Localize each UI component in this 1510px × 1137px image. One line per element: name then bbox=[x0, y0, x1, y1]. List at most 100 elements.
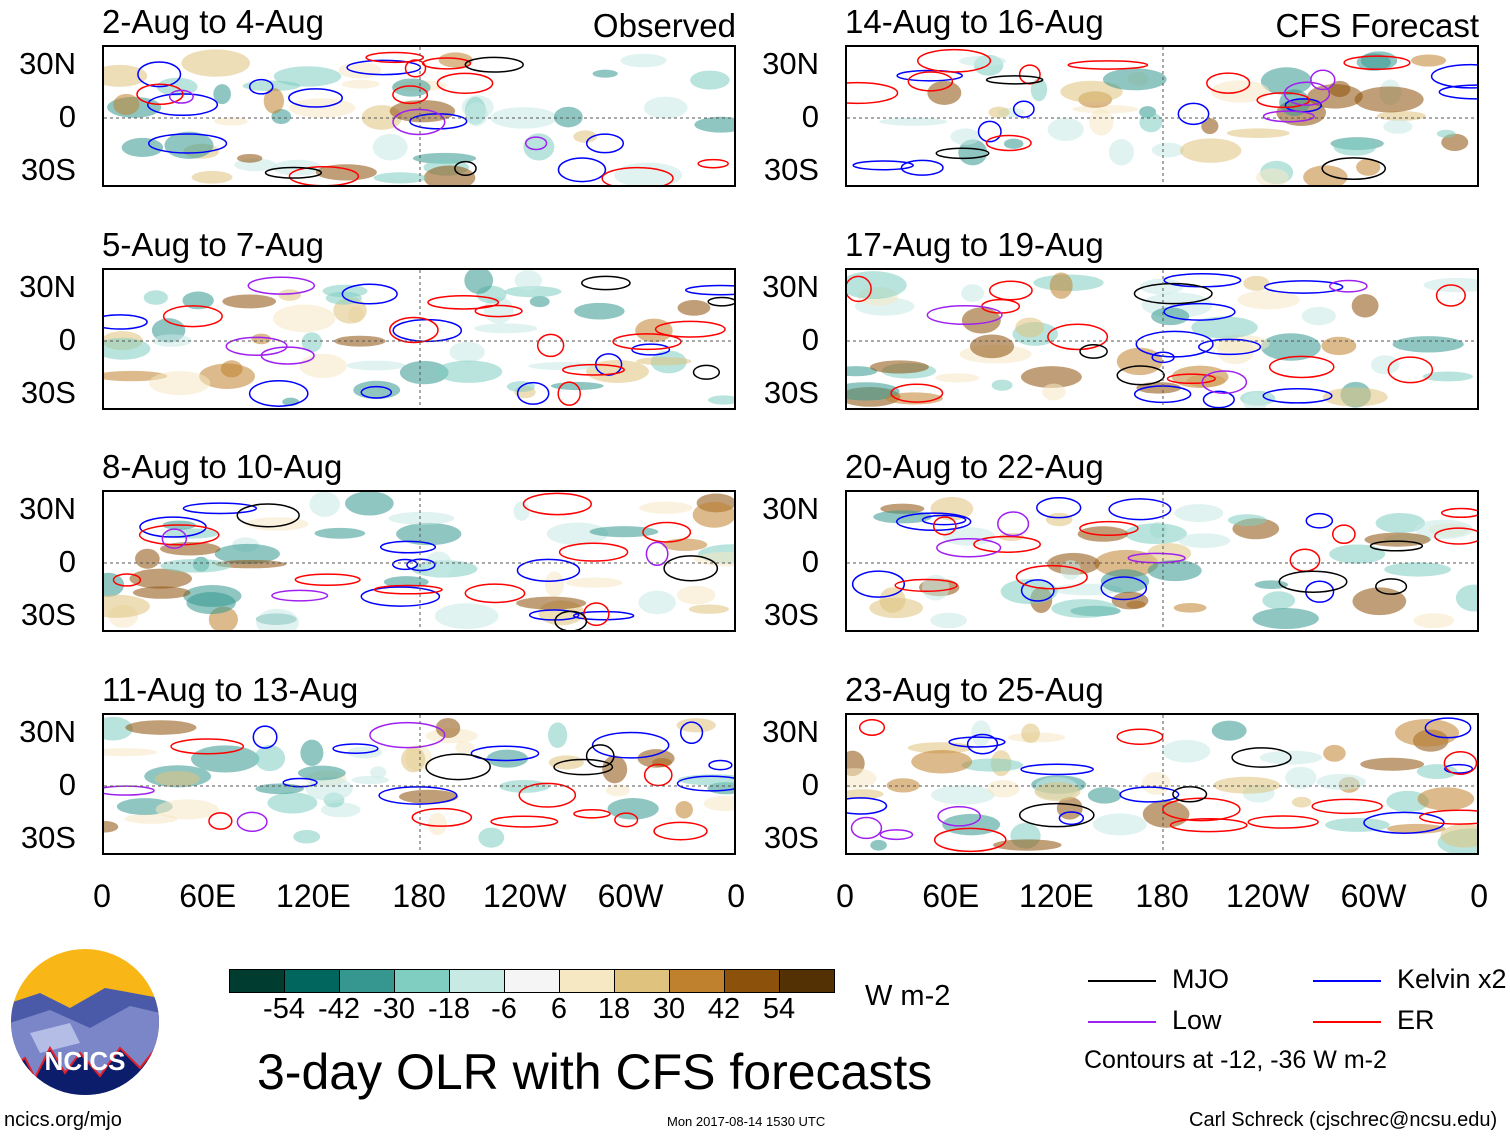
wave-contour bbox=[1047, 323, 1109, 351]
footer-url[interactable]: ncics.org/mjo bbox=[4, 1109, 122, 1131]
olr-anomaly-blob bbox=[504, 286, 562, 298]
olr-anomaly-blob bbox=[1174, 504, 1224, 523]
wave-contour bbox=[522, 492, 592, 516]
wave-contour bbox=[981, 298, 1021, 314]
longitude-label: 60E bbox=[179, 878, 237, 914]
wave-contour bbox=[425, 753, 491, 781]
wave-contour bbox=[707, 296, 734, 307]
wave-contour bbox=[1198, 338, 1262, 356]
wave-contour bbox=[389, 316, 439, 344]
wave-contour bbox=[524, 136, 548, 151]
wave-contour bbox=[516, 381, 550, 405]
olr-anomaly-blob bbox=[1191, 316, 1258, 339]
wave-contour bbox=[932, 516, 957, 536]
latitude-label: 0 bbox=[801, 322, 819, 357]
longitude-label: 0 bbox=[836, 878, 854, 914]
olr-anomaly-blob bbox=[1356, 53, 1391, 71]
olr-anomaly-blob bbox=[293, 829, 321, 844]
wave-contour bbox=[373, 584, 443, 595]
wave-contour bbox=[1369, 540, 1424, 552]
olr-anomaly-blob bbox=[992, 839, 1062, 851]
olr-anomaly-blob bbox=[961, 307, 1001, 334]
olr-anomaly-blob bbox=[438, 52, 473, 68]
olr-anomaly-blob bbox=[464, 270, 494, 294]
wave-contour bbox=[1079, 344, 1108, 359]
olr-anomaly-blob bbox=[1211, 720, 1247, 741]
wave-contour bbox=[288, 88, 343, 108]
olr-anomaly-blob bbox=[1252, 607, 1319, 629]
colorbar-tick-label: 42 bbox=[707, 993, 741, 1025]
wave-contour bbox=[248, 78, 274, 95]
wave-contour bbox=[161, 528, 188, 549]
wave-contour bbox=[936, 537, 1002, 558]
olr-anomaly-blob bbox=[1255, 168, 1289, 185]
wave-contour bbox=[148, 133, 228, 154]
contours-note: Contours at -12, -36 W m-2 bbox=[1084, 1046, 1387, 1074]
olr-anomaly-blob bbox=[605, 784, 630, 797]
olr-anomaly-blob bbox=[1416, 764, 1458, 780]
wave-contour bbox=[392, 108, 446, 136]
footer-timestamp: Mon 2017-08-14 1530 UTC bbox=[667, 1114, 826, 1129]
wave-contour bbox=[1079, 520, 1139, 536]
colorbar-swatch bbox=[450, 970, 505, 992]
wave-contour bbox=[1177, 102, 1210, 126]
olr-anomaly-blob bbox=[334, 335, 386, 347]
olr-anomaly-blob bbox=[969, 334, 1015, 359]
olr-anomaly-blob bbox=[154, 770, 200, 787]
wave-contour bbox=[692, 364, 721, 380]
longitude-label: 120E bbox=[1019, 878, 1094, 914]
wave-contour bbox=[264, 166, 323, 179]
wave-contour bbox=[1018, 64, 1041, 85]
wave-contour bbox=[917, 48, 992, 73]
latitude-label: 0 bbox=[801, 544, 819, 579]
legend-line bbox=[1313, 1021, 1381, 1023]
olr-anomaly-blob bbox=[942, 527, 996, 546]
wave-contour bbox=[1015, 564, 1088, 590]
wave-contour bbox=[365, 51, 425, 64]
colorbar-swatch bbox=[725, 970, 780, 992]
olr-anomaly-blob bbox=[513, 501, 530, 521]
wave-contour bbox=[1438, 84, 1477, 100]
olr-anomaly-blob bbox=[1020, 366, 1082, 388]
wave-contour bbox=[360, 586, 441, 607]
wave-contour bbox=[977, 120, 1002, 143]
wave-contour bbox=[1018, 802, 1095, 828]
olr-anomaly-blob bbox=[132, 586, 191, 599]
latitude-label: 0 bbox=[58, 99, 76, 134]
olr-anomaly-blob bbox=[338, 62, 382, 79]
wave-contour bbox=[1321, 157, 1386, 180]
olr-anomaly-blob bbox=[950, 128, 981, 145]
olr-anomaly-blob bbox=[1100, 569, 1150, 594]
svg-text:NCICS: NCICS bbox=[45, 1046, 126, 1076]
wave-contour bbox=[1116, 728, 1164, 745]
colorbar-tick-label: 54 bbox=[762, 993, 796, 1025]
wave-contour bbox=[247, 276, 316, 295]
wave-contour bbox=[890, 383, 944, 403]
olr-anomaly-blob bbox=[299, 353, 347, 379]
wave-contour bbox=[933, 827, 1007, 853]
wave-contour bbox=[406, 558, 436, 572]
olr-anomaly-blob bbox=[546, 522, 609, 546]
wave-contour bbox=[1268, 355, 1335, 379]
olr-anomaly-blob bbox=[930, 496, 974, 521]
wave-contour bbox=[852, 160, 914, 171]
wave-contour bbox=[288, 165, 360, 185]
olr-anomaly-blob bbox=[486, 749, 528, 768]
olr-anomaly-blob bbox=[574, 302, 625, 320]
wave-contour bbox=[112, 573, 142, 587]
olr-anomaly-blob bbox=[113, 93, 140, 116]
olr-anomaly-blob bbox=[1303, 165, 1348, 185]
olr-anomaly-blob bbox=[1354, 86, 1424, 113]
olr-anomaly-blob bbox=[935, 373, 980, 383]
wave-contour bbox=[1119, 786, 1180, 803]
colorbar-tick-label: 18 bbox=[597, 993, 631, 1025]
olr-map-panel bbox=[845, 490, 1479, 632]
wave-contour bbox=[847, 81, 899, 105]
wave-contour bbox=[895, 512, 972, 532]
wave-contour bbox=[679, 721, 704, 745]
olr-anomaly-blob bbox=[602, 755, 628, 784]
olr-anomaly-blob bbox=[988, 106, 1010, 118]
olr-anomaly-blob bbox=[435, 717, 461, 739]
olr-anomaly-blob bbox=[1141, 771, 1171, 795]
wave-contour bbox=[470, 745, 540, 762]
